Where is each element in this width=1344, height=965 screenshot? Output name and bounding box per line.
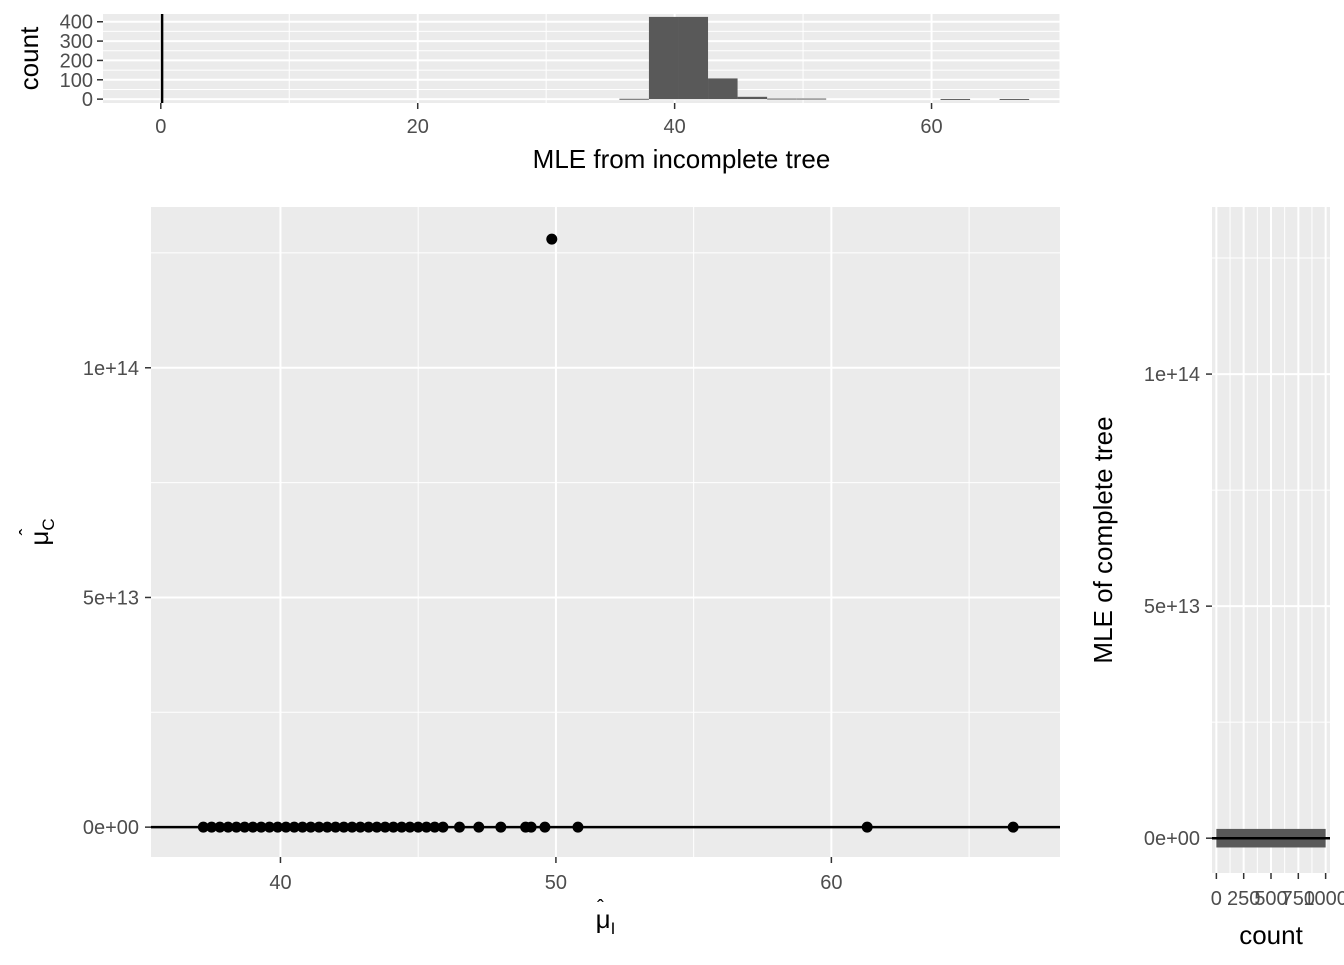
right-x-axis-title: count — [1239, 920, 1303, 950]
scatter-point — [197, 821, 209, 833]
right-x-tick-label: 1000 — [1303, 888, 1344, 910]
main-x-axis-title-symbol: μ — [596, 904, 611, 934]
scatter-point — [495, 821, 507, 833]
scatter-point — [230, 821, 242, 833]
scatter-point — [297, 821, 308, 833]
scatter-point — [206, 821, 218, 833]
scatter-point — [313, 821, 325, 833]
scatter-point — [387, 821, 399, 833]
scatter-point — [1007, 821, 1019, 833]
scatter-point — [396, 821, 408, 833]
scatter-point — [379, 821, 391, 833]
scatter-point — [371, 821, 383, 833]
right-y-tick-label: 5e+13 — [1144, 596, 1200, 618]
scatter-point — [346, 821, 358, 833]
main-y-axis-title-subscript: C — [39, 518, 58, 530]
scatter-point — [222, 821, 234, 833]
scatter-point — [437, 821, 449, 833]
top-histogram-bar — [648, 16, 679, 100]
main-x-axis-hat: ˆ — [597, 897, 604, 919]
scatter-point — [305, 821, 317, 833]
scatter-point — [539, 821, 551, 833]
top-histogram-bar — [708, 78, 738, 100]
scatter-point — [321, 821, 333, 833]
top-histogram-bar — [999, 98, 1030, 100]
main-x-axis-title-subscript: I — [611, 919, 616, 938]
scatter-point — [263, 821, 275, 833]
top-x-tick-label: 60 — [920, 116, 942, 138]
right-x-tick-label: 500 — [1254, 888, 1287, 910]
scatter-point — [247, 821, 259, 833]
scatter-point — [363, 821, 375, 833]
top-y-tick-label: 400 — [60, 12, 93, 34]
scatter-point — [239, 821, 251, 833]
scatter-point — [546, 233, 558, 245]
main-y-axis-title-symbol: μ — [24, 531, 54, 546]
main-panel — [151, 207, 1060, 857]
main-y-tick-label: 0e+00 — [83, 817, 139, 839]
main-y-tick-label: 5e+13 — [83, 587, 139, 609]
scatter-point — [330, 821, 342, 833]
top-x-tick-label: 0 — [155, 116, 166, 138]
main-y-axis-hat: ˆ — [17, 528, 39, 535]
scatter-point — [525, 821, 537, 833]
scatter-point — [404, 821, 416, 833]
main-y-axis-title: μC — [24, 518, 58, 545]
top-x-tick-label: 40 — [664, 116, 686, 138]
main-x-tick-label: 40 — [269, 872, 291, 894]
top-y-tick-label: 200 — [60, 50, 93, 72]
top-y-axis-title: count — [14, 26, 44, 90]
scatter-point — [272, 821, 284, 833]
top-histogram-bar — [767, 98, 797, 100]
right-y-axis-title: MLE of complete tree — [1088, 416, 1118, 663]
scatter-point — [412, 821, 424, 833]
top-x-axis-title: MLE from incomplete tree — [533, 144, 831, 174]
right-x-tick-label: 0 — [1211, 888, 1222, 910]
main-x-axis-title: μI — [596, 904, 616, 938]
top-x-tick-label: 20 — [407, 116, 429, 138]
scatter-point — [214, 821, 226, 833]
right-x-tick-label: 250 — [1227, 888, 1260, 910]
scatter-point — [861, 821, 873, 833]
scatter-point — [429, 821, 441, 833]
top-panel — [103, 14, 1060, 103]
scatter-point — [280, 821, 292, 833]
main-x-tick-label: 60 — [820, 872, 842, 894]
top-y-tick-label: 300 — [60, 31, 93, 53]
top-y-tick-label: 0 — [82, 89, 93, 111]
top-y-tick-label: 100 — [60, 70, 93, 92]
right-y-tick-label: 1e+14 — [1144, 364, 1200, 386]
top-histogram-bar — [619, 98, 649, 100]
scatter-point — [473, 821, 485, 833]
scatter-point — [288, 821, 300, 833]
top-histogram-bar — [796, 98, 827, 100]
top-histogram-bar — [737, 96, 768, 100]
scatter-point — [354, 821, 366, 833]
main-x-tick-label: 50 — [545, 872, 567, 894]
scatter-point — [454, 821, 466, 833]
scatter-point — [420, 821, 432, 833]
right-y-tick-label: 0e+00 — [1144, 828, 1200, 850]
top-histogram-bar — [940, 98, 971, 100]
scatter-point — [572, 821, 584, 833]
scatter-point — [338, 821, 350, 833]
scatter-point — [255, 821, 267, 833]
right-x-tick-label: 750 — [1282, 888, 1315, 910]
main-y-tick-label: 1e+14 — [83, 358, 139, 380]
top-histogram-bar — [678, 16, 709, 100]
